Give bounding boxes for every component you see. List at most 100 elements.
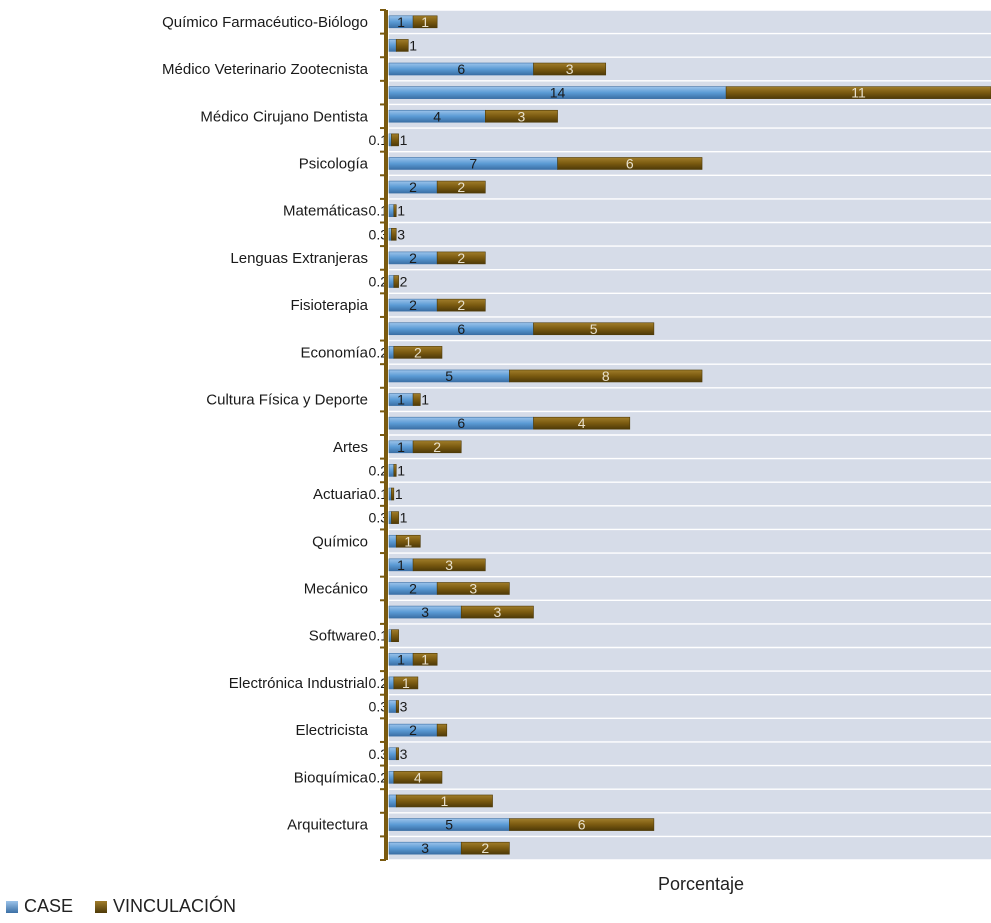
data-label-case: 0.1	[369, 132, 389, 148]
bar-case	[388, 676, 395, 690]
bar-vinculacion	[395, 700, 399, 713]
data-label-vinculacion: 1	[440, 793, 448, 809]
data-label-case: 1	[397, 392, 405, 408]
category-label: Bioquímica	[294, 769, 369, 786]
data-label-vinculacion: 1	[395, 486, 403, 502]
data-label-case: 0.1	[369, 203, 389, 219]
data-label-vinculacion: 2	[457, 250, 465, 266]
bar-vinculacion	[436, 251, 486, 265]
bar-vinculacion	[395, 794, 493, 808]
bar-case	[388, 700, 397, 713]
bar-vinculacion	[393, 204, 397, 217]
data-label-vinculacion: 1	[404, 533, 412, 549]
bar-vinculacion	[395, 747, 399, 761]
data-label-vinculacion: 1	[421, 14, 429, 30]
data-label-case: 3	[421, 604, 429, 620]
data-label-vinculacion: 2	[457, 297, 465, 313]
data-label-case: 0.3	[369, 226, 389, 242]
y-axis-ticks	[380, 9, 386, 861]
data-label-case: 1	[397, 651, 405, 667]
bar-vinculacion	[509, 818, 655, 831]
bar-vinculacion	[533, 416, 631, 430]
data-label-vinculacion: 3	[445, 557, 453, 573]
bar-vinculacion	[533, 62, 607, 76]
bar-vinculacion	[436, 582, 510, 595]
data-label-case: 1	[397, 557, 405, 573]
data-label-case: 0.2	[369, 769, 389, 785]
data-label-vinculacion: 6	[578, 817, 586, 833]
bar-vinculacion	[391, 511, 399, 524]
category-label: Lenguas Extranjeras	[230, 250, 368, 267]
legend-item-vinculacion: VINCULACIÓN	[95, 896, 236, 917]
bar-vinculacion	[509, 369, 703, 383]
data-label-vinculacion: 8	[602, 368, 610, 384]
data-label-vinculacion: 5	[590, 321, 598, 337]
legend-label-case: CASE	[24, 896, 74, 916]
category-label: Matemáticas	[283, 203, 368, 220]
data-label-vinculacion: 1	[402, 675, 410, 691]
bar-case	[388, 204, 395, 217]
data-label-case: 0.3	[369, 746, 389, 762]
bars: 1 116 314 114 30.1 17 62 20.1 10.3 32 20.2 22 26 50.2…	[369, 14, 991, 856]
data-label-vinculacion: 2	[400, 274, 408, 290]
data-label-vinculacion: 11	[851, 85, 866, 101]
bar-case	[388, 275, 395, 288]
data-label-vinculacion: 1	[400, 132, 408, 148]
category-label: Economía	[300, 344, 368, 361]
data-label-vinculacion: 1	[421, 651, 429, 667]
bar-vinculacion	[557, 157, 703, 170]
category-labels: Químico Farmacéutico-Biólogo Médico Veter…	[162, 14, 369, 834]
category-label: Artes	[333, 439, 368, 456]
data-label-vinculacion: 1	[397, 462, 405, 478]
bar-vinculacion	[391, 133, 399, 147]
data-label-case: 1	[397, 439, 405, 455]
bar-vinculacion	[436, 180, 486, 194]
category-label: Químico	[312, 533, 368, 550]
data-label-case: 6	[457, 61, 465, 77]
bar-vinculacion	[393, 676, 419, 690]
data-label-case: 2	[409, 179, 417, 195]
legend-swatch-vinculacion	[95, 900, 108, 913]
bar-vinculacion	[412, 440, 462, 454]
data-label-case: 4	[433, 108, 441, 124]
bar-case	[388, 747, 397, 761]
data-label-case: 0.1	[369, 628, 389, 644]
bar-case	[388, 629, 392, 642]
bar-vinculacion	[391, 629, 399, 642]
legend: CASE VINCULACIÓN	[6, 896, 236, 917]
data-label-case: 2	[409, 297, 417, 313]
bar-case	[388, 511, 392, 524]
data-label-case: 0.2	[369, 344, 389, 360]
gridlines	[389, 9, 991, 861]
data-label-vinculacion: 3	[400, 699, 408, 715]
data-label-case: 0.2	[369, 274, 389, 290]
data-label-case: 0.1	[369, 486, 389, 502]
data-label-case: 7	[469, 155, 477, 171]
data-label-case: 6	[457, 415, 465, 431]
category-label: Actuaria	[313, 486, 369, 503]
bar-vinculacion	[391, 228, 397, 241]
data-label-vinculacion: 3	[469, 580, 477, 596]
bar-case	[388, 133, 392, 147]
data-label-case: 2	[409, 580, 417, 596]
data-label-case: 1	[397, 14, 405, 30]
category-label: Mecánico	[304, 580, 368, 597]
bar-vinculacion	[393, 275, 399, 288]
category-label: Químico Farmacéutico-Biólogo	[162, 14, 368, 31]
data-label-vinculacion: 3	[400, 746, 408, 762]
bar-vinculacion	[412, 15, 438, 29]
bar-vinculacion	[395, 39, 409, 52]
x-axis-label: Porcentaje	[658, 874, 744, 894]
stacked-bar-chart: 1 116 314 114 30.1 17 62 20.1 10.3 32 20.2 22 26 50.2…	[162, 9, 991, 894]
bar-vinculacion	[436, 723, 448, 737]
bar-case	[388, 794, 397, 808]
data-label-case: 2	[409, 722, 417, 738]
bar-vinculacion	[412, 558, 486, 572]
bar-vinculacion	[395, 534, 421, 548]
data-label-vinculacion: 2	[433, 439, 441, 455]
data-label-case: 0.3	[369, 510, 389, 526]
bar-vinculacion	[436, 298, 486, 312]
bar-case	[388, 346, 395, 359]
bar-case	[388, 534, 397, 548]
data-label-case: 5	[445, 817, 453, 833]
